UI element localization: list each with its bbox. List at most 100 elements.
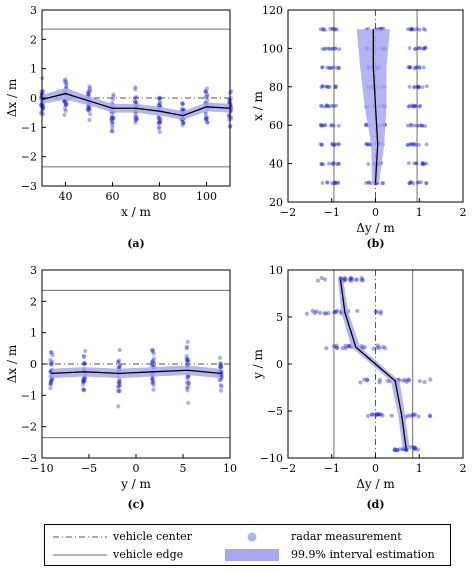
radar-measurement-point xyxy=(327,161,331,166)
radar-measurement-point xyxy=(334,345,340,350)
radar-measurement-point xyxy=(117,364,122,369)
dot-marker-icon xyxy=(247,532,257,541)
radar-measurement-point xyxy=(420,85,425,90)
radar-measurement-point xyxy=(417,65,422,69)
radar-measurement-point xyxy=(110,129,115,134)
radar-measurement-point xyxy=(423,45,428,50)
radar-measurement-point xyxy=(205,120,210,125)
radar-measurement-point xyxy=(111,116,116,121)
radar-measurement-point xyxy=(404,447,409,452)
radar-measurement-point xyxy=(410,412,415,418)
radar-measurement-point xyxy=(365,377,370,382)
radar-measurement-point xyxy=(63,81,69,86)
radar-measurement-point xyxy=(424,181,429,186)
radar-measurement-point xyxy=(421,27,426,31)
radar-measurement-point xyxy=(133,113,138,118)
interval-estimation-band xyxy=(51,365,221,379)
y-tick-label: 10 xyxy=(269,264,283,277)
radar-measurement-point xyxy=(49,381,54,387)
radar-measurement-point xyxy=(412,104,417,108)
radar-measurement-point xyxy=(184,344,190,349)
radar-measurement-point xyxy=(49,378,54,383)
radar-measurement-point xyxy=(370,412,375,417)
radar-measurement-point xyxy=(218,362,224,368)
radar-measurement-point xyxy=(405,413,410,418)
radar-measurement-point xyxy=(330,46,335,51)
radar-measurement-point xyxy=(203,89,208,94)
x-tick-label: 80 xyxy=(153,190,167,203)
radar-measurement-point xyxy=(320,65,324,70)
y-tick-label: 2 xyxy=(30,295,37,308)
y-axis-label: Δx / m xyxy=(5,78,19,117)
radar-measurement-point xyxy=(133,118,139,123)
radar-measurement-point xyxy=(320,84,325,89)
radar-measurement-point xyxy=(62,106,68,111)
radar-measurement-point xyxy=(186,380,191,386)
radar-measurement-point xyxy=(49,379,54,384)
radar-measurement-point xyxy=(49,361,55,367)
radar-measurement-point xyxy=(374,412,380,417)
radar-measurement-point xyxy=(412,85,416,89)
radar-measurement-point xyxy=(151,379,156,384)
radar-measurement-point xyxy=(363,122,368,127)
radar-measurement-point xyxy=(397,447,402,452)
radar-measurement-point xyxy=(218,377,223,383)
radar-measurement-point xyxy=(343,277,348,282)
radar-measurement-point xyxy=(420,162,425,167)
radar-measurement-point xyxy=(409,142,413,147)
radar-measurement-point xyxy=(217,377,222,383)
radar-measurement-point xyxy=(62,78,67,84)
radar-measurement-point xyxy=(349,276,354,281)
radar-measurement-point xyxy=(151,383,156,388)
radar-measurement-point xyxy=(50,359,55,364)
radar-measurement-point xyxy=(86,91,91,96)
radar-measurement-point xyxy=(149,360,154,365)
radar-measurement-point xyxy=(150,380,155,386)
radar-measurement-point xyxy=(330,162,335,166)
radar-measurement-point xyxy=(412,123,416,128)
radar-measurement-point xyxy=(334,309,339,315)
y-tick-label: 1 xyxy=(30,327,37,340)
radar-measurement-point xyxy=(415,85,420,89)
radar-measurement-point xyxy=(359,275,364,280)
radar-measurement-point xyxy=(86,91,91,96)
radar-measurement-point xyxy=(186,357,191,363)
radar-measurement-point xyxy=(320,142,324,147)
radar-measurement-point xyxy=(375,309,380,315)
radar-measurement-point xyxy=(415,123,419,128)
radar-measurement-point xyxy=(411,104,416,109)
radar-measurement-point xyxy=(334,27,339,32)
radar-measurement-point xyxy=(219,384,224,389)
radar-measurement-point xyxy=(321,162,326,167)
radar-measurement-point xyxy=(335,181,340,186)
radar-measurement-point xyxy=(320,123,324,128)
radar-measurement-point xyxy=(413,46,417,51)
radar-measurement-point xyxy=(48,382,53,387)
radar-measurement-point xyxy=(132,99,138,104)
radar-measurement-point xyxy=(156,115,161,121)
radar-measurement-point xyxy=(413,104,418,109)
radar-measurement-point xyxy=(410,27,415,32)
radar-measurement-point xyxy=(205,98,210,103)
radar-measurement-point xyxy=(362,344,367,350)
radar-measurement-point xyxy=(150,376,155,381)
radar-measurement-point xyxy=(333,85,338,89)
radar-measurement-point xyxy=(156,115,161,120)
radar-measurement-point xyxy=(204,114,209,120)
y-tick-label: 20 xyxy=(269,196,283,209)
radar-measurement-point xyxy=(381,181,386,186)
radar-measurement-point xyxy=(395,448,400,453)
radar-measurement-point xyxy=(318,310,323,316)
radar-measurement-point xyxy=(133,87,138,92)
radar-measurement-point xyxy=(117,347,122,353)
radar-measurement-point xyxy=(157,129,162,134)
radar-measurement-point xyxy=(82,361,87,366)
radar-measurement-point xyxy=(332,26,337,31)
radar-measurement-point xyxy=(63,102,69,107)
radar-measurement-point xyxy=(318,122,323,127)
x-tick-label: −2 xyxy=(280,206,296,219)
radar-measurement-point xyxy=(48,357,53,363)
radar-measurement-point xyxy=(407,378,412,383)
radar-measurement-point xyxy=(423,28,428,32)
x-tick-label: 0 xyxy=(372,206,379,219)
